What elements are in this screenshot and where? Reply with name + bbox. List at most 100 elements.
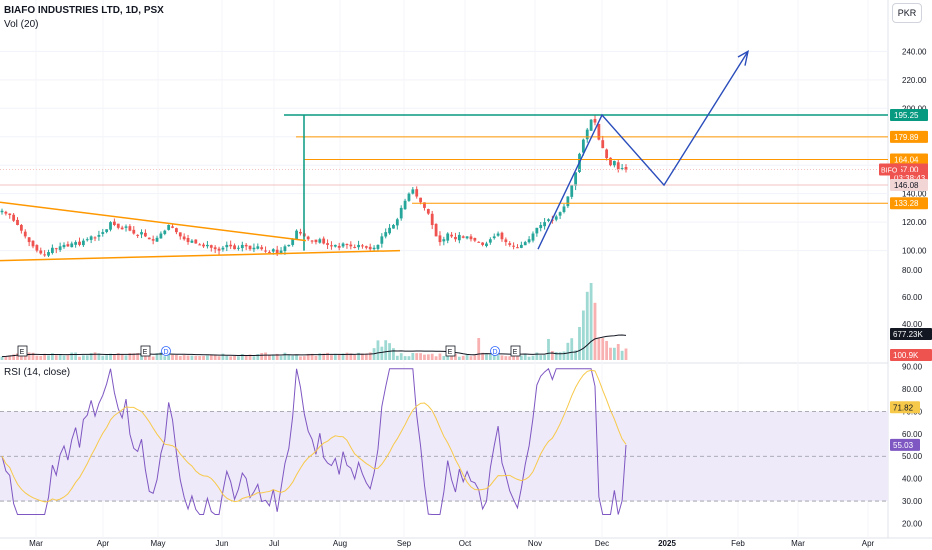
candle bbox=[70, 243, 74, 248]
candle bbox=[271, 249, 275, 252]
volume-label-box bbox=[890, 328, 932, 340]
candle bbox=[574, 172, 578, 186]
price-label-box bbox=[890, 197, 928, 210]
candle bbox=[268, 251, 271, 253]
candle bbox=[372, 247, 376, 250]
candle bbox=[175, 228, 178, 233]
volume-bar bbox=[159, 352, 163, 360]
volume-bar bbox=[171, 354, 174, 360]
rsi-label-box bbox=[890, 438, 920, 451]
volume-bar bbox=[302, 356, 306, 360]
candle bbox=[361, 245, 364, 247]
volume-bar bbox=[624, 348, 628, 360]
volume-bar bbox=[109, 353, 112, 360]
volume-bar bbox=[450, 353, 453, 360]
candle bbox=[213, 247, 217, 250]
volume-bar bbox=[341, 353, 345, 360]
candle bbox=[93, 237, 97, 239]
volume-bar bbox=[612, 347, 616, 360]
volume-tick-label: 60.00 bbox=[902, 293, 923, 302]
candle bbox=[43, 254, 47, 256]
volume-bar bbox=[213, 355, 217, 360]
candle bbox=[198, 244, 202, 246]
volume-bar bbox=[62, 355, 66, 360]
volume-bar bbox=[140, 353, 143, 360]
candle bbox=[492, 236, 496, 239]
candle bbox=[364, 246, 368, 248]
price-pane bbox=[0, 115, 628, 258]
volume-bar bbox=[523, 354, 527, 360]
rsi-tick-label: 90.00 bbox=[902, 362, 923, 371]
rsi-tick-label: 20.00 bbox=[902, 520, 923, 529]
volume-bar bbox=[597, 337, 601, 360]
candle bbox=[62, 244, 66, 248]
candle bbox=[194, 239, 198, 244]
candle bbox=[318, 239, 322, 243]
volume-bar bbox=[310, 353, 314, 360]
event-marker-label: E bbox=[448, 349, 453, 356]
time-tick-label: May bbox=[150, 539, 165, 548]
candle bbox=[81, 240, 85, 246]
candle bbox=[31, 240, 35, 247]
candle bbox=[112, 221, 116, 225]
volume-bar bbox=[244, 355, 248, 360]
candle bbox=[457, 234, 461, 241]
volume-bar bbox=[240, 354, 244, 360]
volume-bar bbox=[426, 354, 430, 360]
candle bbox=[163, 230, 167, 234]
volume-bar bbox=[217, 356, 221, 360]
volume-bar bbox=[271, 354, 275, 360]
volume-bar bbox=[411, 352, 415, 360]
volume-bar bbox=[454, 353, 457, 360]
volume-bar bbox=[43, 353, 47, 360]
volume-bar bbox=[593, 302, 597, 360]
candle bbox=[547, 219, 550, 221]
volume-bar bbox=[306, 353, 310, 360]
candle bbox=[310, 240, 314, 242]
volume-bar bbox=[318, 353, 322, 360]
event-marker-label: E bbox=[20, 349, 25, 356]
symbol-title: BIAFO INDUSTRIES LTD, 1D, PSX bbox=[4, 5, 164, 16]
volume-bar bbox=[299, 356, 302, 360]
candle bbox=[54, 248, 58, 250]
candle bbox=[221, 247, 225, 250]
candle bbox=[380, 236, 384, 244]
time-tick-label: Apr bbox=[97, 539, 110, 548]
drawings bbox=[0, 49, 888, 262]
candle bbox=[403, 200, 407, 210]
lower-trendline bbox=[0, 249, 401, 262]
volume-bar bbox=[333, 353, 337, 360]
price-tick-label: 100.00 bbox=[902, 247, 927, 256]
volume-bar bbox=[581, 310, 585, 360]
candle bbox=[147, 237, 151, 240]
candle bbox=[182, 236, 186, 240]
volume-bar bbox=[225, 355, 229, 360]
volume-bar bbox=[97, 353, 101, 360]
volume-bar bbox=[58, 354, 62, 360]
currency-button[interactable]: PKR bbox=[892, 3, 922, 23]
volume-bar bbox=[74, 352, 78, 360]
candle bbox=[105, 229, 109, 232]
candle bbox=[612, 160, 616, 166]
event-marker-dividend bbox=[161, 346, 171, 356]
volume-bar bbox=[314, 355, 318, 360]
candle bbox=[120, 227, 124, 230]
candle bbox=[35, 245, 39, 251]
candle bbox=[132, 229, 136, 234]
candle bbox=[624, 166, 628, 170]
candle bbox=[16, 219, 19, 225]
candle bbox=[593, 118, 597, 123]
volume-bar bbox=[539, 355, 543, 360]
candle bbox=[299, 231, 302, 234]
volume-bar bbox=[81, 355, 85, 360]
volume-bar bbox=[78, 356, 81, 360]
volume-bar bbox=[423, 354, 426, 360]
volume-label-text: 100.9K bbox=[893, 351, 919, 360]
event-marker-earnings bbox=[510, 345, 521, 357]
candle bbox=[535, 227, 539, 234]
volume-bar bbox=[512, 355, 516, 360]
candle bbox=[589, 119, 593, 131]
candle bbox=[333, 244, 337, 247]
